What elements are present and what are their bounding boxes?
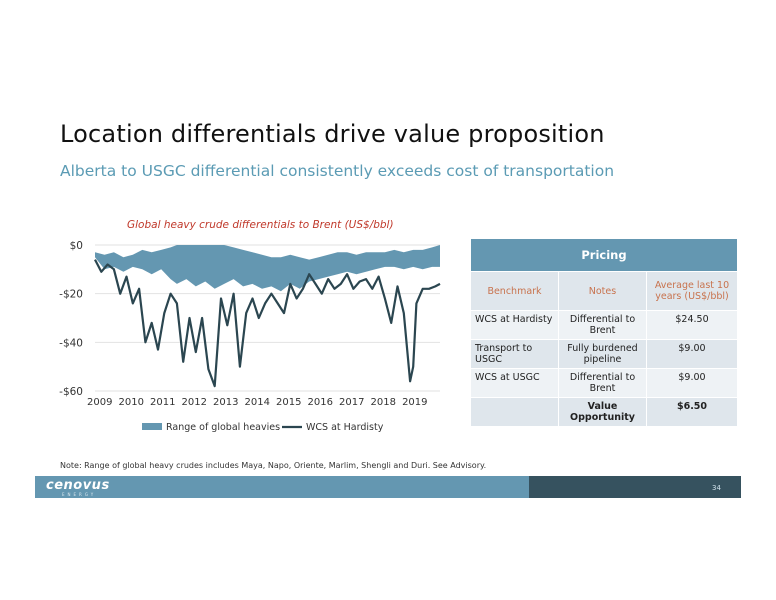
cell-benchmark: WCS at Hardisty: [470, 310, 559, 340]
x-tick-label: 2012: [182, 397, 207, 408]
table-row: WCS at USGC Differential to Brent $9.00: [470, 368, 738, 398]
company-logo-subtitle: ENERGY: [62, 492, 97, 497]
x-tick-label: 2014: [245, 397, 270, 408]
footer-bar: [35, 476, 529, 498]
y-axis-ticks: $0 -$20 -$40 -$60: [59, 240, 83, 398]
footnote: Note: Range of global heavy crudes inclu…: [60, 461, 487, 470]
range-area-global-heavies: [95, 245, 440, 292]
cell-benchmark: WCS at USGC: [470, 368, 559, 398]
x-tick-label: 2017: [339, 397, 364, 408]
line-series-layer: [94, 259, 441, 388]
table-row-total: Value Opportunity $6.50: [470, 397, 738, 427]
cell-value: $9.00: [646, 368, 738, 398]
cell-notes: Value Opportunity: [558, 397, 647, 427]
cell-notes: Differential to Brent: [558, 310, 647, 340]
x-tick-label: 2016: [308, 397, 333, 408]
cell-notes: Fully burdened pipeline: [558, 339, 647, 369]
x-tick-label: 2019: [402, 397, 427, 408]
pricing-header-row: Benchmark Notes Average last 10 years (U…: [470, 271, 738, 311]
x-tick-label: 2018: [371, 397, 396, 408]
table-row: WCS at Hardisty Differential to Brent $2…: [470, 310, 738, 340]
header-notes: Notes: [558, 271, 647, 311]
cell-value: $9.00: [646, 339, 738, 369]
x-tick-label: 2015: [276, 397, 301, 408]
cell-value: $24.50: [646, 310, 738, 340]
footer-bar-dark: [529, 476, 741, 498]
cell-benchmark: [470, 397, 559, 427]
x-tick-label: 2010: [119, 397, 144, 408]
table-row: Transport to USGC Fully burdened pipelin…: [470, 339, 738, 369]
header-benchmark: Benchmark: [470, 271, 559, 311]
company-logo: cenovus: [46, 478, 110, 493]
x-tick-label: 2009: [87, 397, 112, 408]
differentials-chart: $0-$20-$40-$60 2009 2010 2011 2012 2013 2014 2…: [59, 240, 441, 433]
y-tick-label: -$20: [59, 289, 83, 301]
chart-title: Global heavy crude differentials to Bren…: [127, 219, 394, 231]
cell-benchmark: Transport to USGC: [470, 339, 559, 369]
y-tick-label: $0: [70, 240, 83, 252]
slide-subtitle: Alberta to USGC differential consistentl…: [60, 162, 615, 180]
range-series-layer: [95, 245, 440, 292]
slide-title: Location differentials drive value propo…: [60, 120, 605, 148]
legend-label-wcs: WCS at Hardisty: [306, 422, 384, 433]
header-average: Average last 10 years (US$/bbl): [646, 271, 738, 311]
pricing-title: Pricing: [470, 238, 738, 272]
legend-swatch-range: [142, 423, 162, 430]
cell-value: $6.50: [646, 397, 738, 427]
y-tick-label: -$40: [59, 337, 83, 349]
cell-notes: Differential to Brent: [558, 368, 647, 398]
legend-label-range: Range of global heavies: [166, 422, 280, 433]
x-tick-label: 2013: [213, 397, 238, 408]
x-axis-ticks: 2009 2010 2011 2012 2013 2014 2015 2016 2017 2018…: [87, 397, 428, 408]
y-tick-label: -$60: [59, 386, 83, 398]
pricing-table: Pricing Benchmark Notes Average last 10 …: [470, 238, 738, 427]
line-wcs-hardisty: [94, 259, 441, 388]
page-number: 34: [712, 484, 721, 492]
x-tick-label: 2011: [150, 397, 175, 408]
chart-legend: Range of global heavies WCS at Hardisty: [142, 422, 384, 433]
